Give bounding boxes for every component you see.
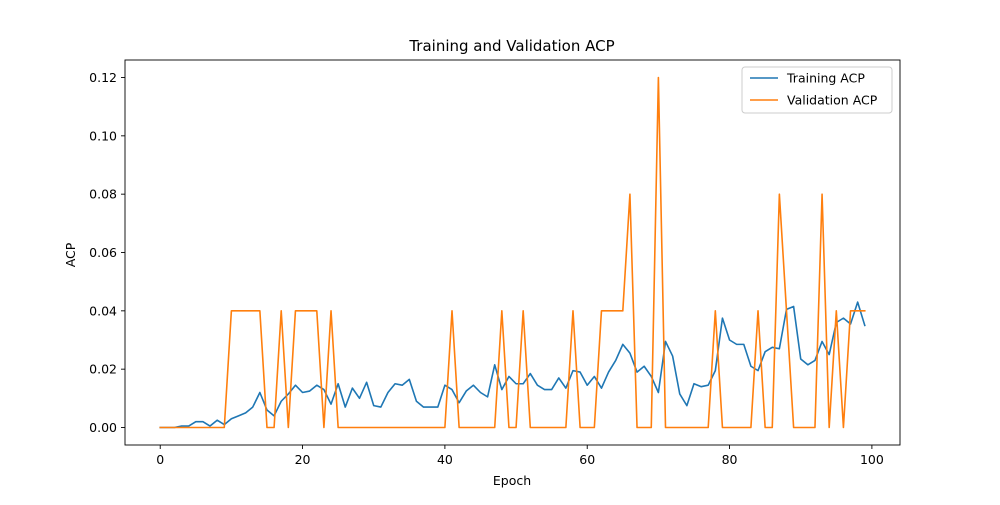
x-tick-label: 100	[860, 452, 884, 467]
legend-label: Training ACP	[786, 71, 865, 86]
x-axis-label: Epoch	[493, 473, 531, 488]
series-line-validation	[159, 76, 866, 429]
x-tick-label: 40	[437, 452, 453, 467]
y-axis-label: ACP	[63, 242, 78, 267]
legend-label: Validation ACP	[787, 93, 878, 108]
x-tick-label: 20	[295, 452, 311, 467]
plot-area: 0 20 40 60 80 100 0.00 0.02 0.04 0.06 0.08 0.10 0.12	[89, 59, 901, 467]
x-tick-label: 60	[579, 452, 595, 467]
chart-title: Training and Validation ACP	[408, 37, 614, 55]
y-tick-label: 0.12	[89, 70, 117, 85]
x-tick-label: 0	[156, 452, 164, 467]
legend-box	[741, 66, 893, 114]
series-line-training	[159, 301, 866, 429]
y-tick-label: 0.04	[89, 303, 117, 318]
x-tick-label: 80	[722, 452, 738, 467]
plot-frame	[124, 59, 901, 446]
y-tick-label: 0.00	[89, 420, 117, 435]
y-tick-label: 0.10	[89, 128, 117, 143]
y-tick-label: 0.02	[89, 362, 117, 377]
legend: Training ACP Validation ACP	[741, 66, 893, 114]
y-tick-label: 0.08	[89, 187, 117, 202]
y-tick-label: 0.06	[89, 245, 117, 260]
